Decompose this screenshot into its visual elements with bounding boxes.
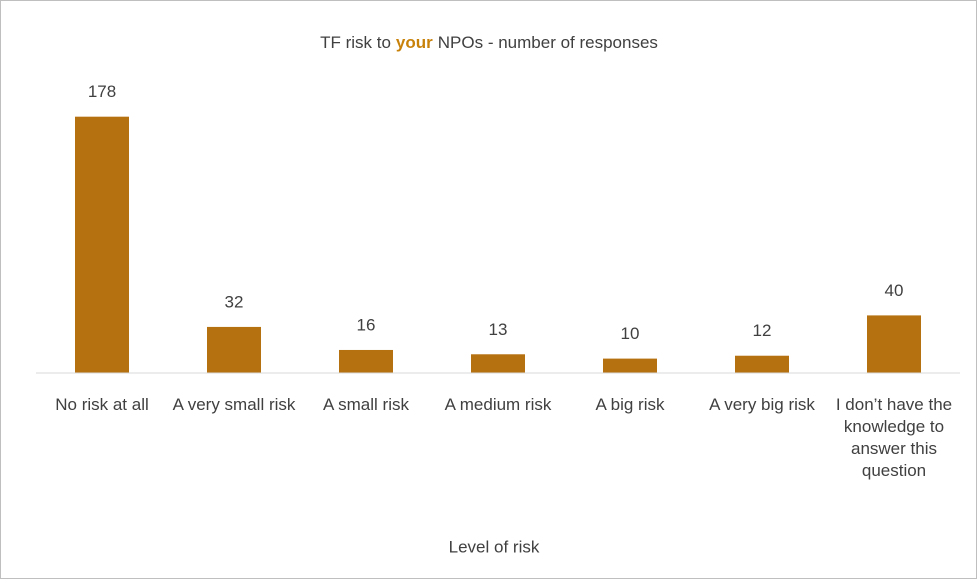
- data-label: 178: [88, 82, 116, 101]
- data-label: 10: [621, 324, 640, 343]
- x-tick-label: A small risk: [323, 395, 409, 414]
- bar: [471, 354, 525, 373]
- x-tick-label: A very small risk: [173, 395, 296, 414]
- x-axis-label: Level of risk: [449, 537, 540, 556]
- data-label: 16: [357, 315, 376, 334]
- bar: [735, 355, 789, 373]
- x-tick-label: I don’t have the knowledge to answer this q…: [836, 395, 952, 480]
- bar: [75, 116, 129, 374]
- x-tick-label: A very big risk: [709, 395, 815, 414]
- x-tick-label: No risk at all: [55, 395, 149, 414]
- bar: [603, 358, 657, 373]
- chart-title: TF risk to your NPOs - number of responses: [320, 33, 658, 52]
- bar: [867, 315, 921, 373]
- data-label: 32: [225, 292, 244, 311]
- data-label: 40: [885, 281, 904, 300]
- title-part: TF risk to: [320, 33, 391, 52]
- title-part: your: [396, 33, 433, 52]
- data-label: 12: [753, 321, 772, 340]
- x-tick-label: A medium risk: [445, 395, 552, 414]
- data-label: 13: [489, 320, 508, 339]
- title-part: NPOs - number of responses: [438, 33, 658, 52]
- bar: [207, 326, 261, 373]
- bar: [339, 349, 393, 373]
- x-tick-label: A big risk: [596, 395, 665, 414]
